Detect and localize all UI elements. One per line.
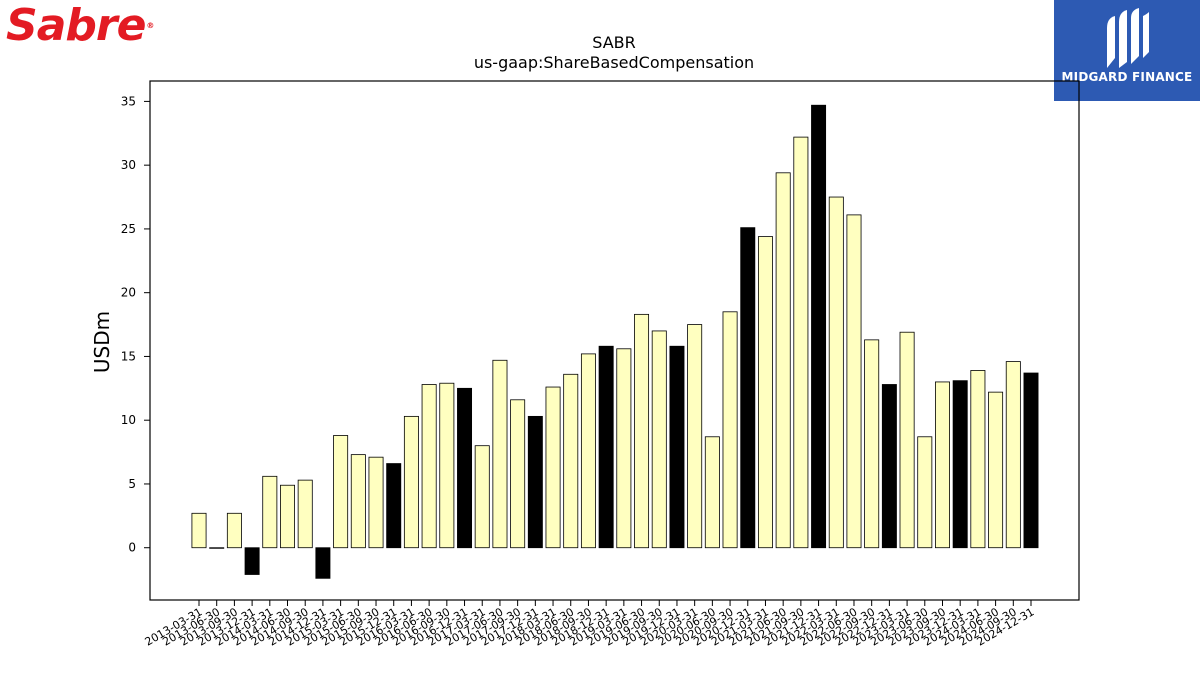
bar-2017-12-31	[527, 415, 543, 549]
sabre-logo: Sabre®	[6, 2, 166, 50]
bar-2018-03-31	[545, 386, 561, 549]
bar-2021-12-31	[811, 104, 827, 549]
bar-2015-06-30	[350, 454, 366, 549]
bar-2024-12-31	[1023, 372, 1039, 549]
y-tick-label: 5	[128, 477, 136, 491]
bar-2022-09-30	[864, 339, 880, 549]
bar-2024-03-31	[970, 370, 986, 549]
x-axis-ticks: 2013-03-312013-06-302013-09-302013-12-31…	[143, 600, 1037, 649]
bar-2023-03-31	[899, 331, 915, 549]
y-axis-ticks: 0 5 10 15 20 25 30 35	[121, 94, 150, 555]
y-tick-label: 30	[121, 158, 136, 172]
y-tick-label: 25	[121, 222, 136, 236]
bar-2024-06-30	[988, 391, 1004, 549]
plot-frame	[149, 80, 1080, 601]
bars-layer	[191, 104, 1039, 579]
bar-2015-03-31	[333, 435, 349, 549]
bar-2022-06-30	[846, 214, 862, 549]
y-tick-label: 20	[121, 286, 136, 300]
bar-2014-06-30	[280, 484, 295, 549]
bar-2020-06-30	[704, 436, 720, 549]
bar-2020-12-31	[740, 227, 756, 549]
sabre-logo-text: Sabre	[6, 0, 146, 51]
y-tick-label: 10	[121, 413, 136, 427]
bar-2019-03-31	[616, 348, 632, 549]
chart-subtitle: us-gaap:ShareBasedCompensation	[474, 53, 754, 72]
bar-2023-12-31	[952, 380, 968, 549]
bar-2015-12-31	[386, 463, 402, 549]
bar-2024-09-30	[1005, 361, 1021, 549]
y-axis-label: USDm	[90, 311, 114, 373]
bar-2013-09-30	[226, 512, 242, 549]
bar-2018-09-30	[580, 353, 596, 549]
bar-2013-12-31	[244, 547, 260, 575]
bar-2014-03-31	[262, 475, 278, 549]
bar-2020-03-31	[687, 324, 703, 549]
bar-2014-12-31	[315, 547, 331, 579]
bar-2023-06-30	[917, 436, 933, 549]
bar-2017-03-31	[474, 445, 490, 549]
bar-2019-09-30	[651, 330, 667, 549]
bar-2013-06-30	[209, 547, 225, 549]
midgard-finance-logo: MIDGARD FINANCE	[1054, 0, 1200, 101]
bar-2019-12-31	[669, 345, 685, 549]
bar-2016-12-31	[457, 387, 473, 549]
y-tick-label: 35	[121, 94, 136, 108]
y-tick-label: 15	[121, 349, 136, 363]
bar-2022-12-31	[881, 384, 897, 549]
registered-mark: ®	[146, 21, 154, 30]
bar-2013-03-31	[191, 512, 207, 549]
bar-2018-12-31	[598, 345, 614, 549]
bar-2021-09-30	[793, 136, 809, 549]
bar-2016-09-30	[439, 382, 455, 549]
midgard-emblem-icon	[1107, 8, 1149, 68]
bar-2014-09-30	[297, 479, 313, 549]
bar-2019-06-30	[634, 313, 650, 549]
bar-2022-03-31	[828, 196, 844, 549]
bar-2015-09-30	[368, 456, 384, 549]
bar-2017-06-30	[492, 359, 508, 549]
bar-2016-03-31	[403, 415, 419, 549]
bar-2016-06-30	[421, 384, 437, 549]
bar-2023-09-30	[935, 381, 950, 549]
bar-2020-09-30	[722, 311, 738, 549]
y-tick-label: 0	[128, 541, 136, 555]
bar-2018-06-30	[563, 373, 579, 549]
bar-2021-06-30	[775, 172, 791, 549]
midgard-finance-label: MIDGARD FINANCE	[1061, 70, 1193, 84]
chart-title: SABR	[592, 33, 636, 52]
bar-2021-03-31	[757, 236, 773, 549]
bar-2017-09-30	[510, 399, 526, 549]
